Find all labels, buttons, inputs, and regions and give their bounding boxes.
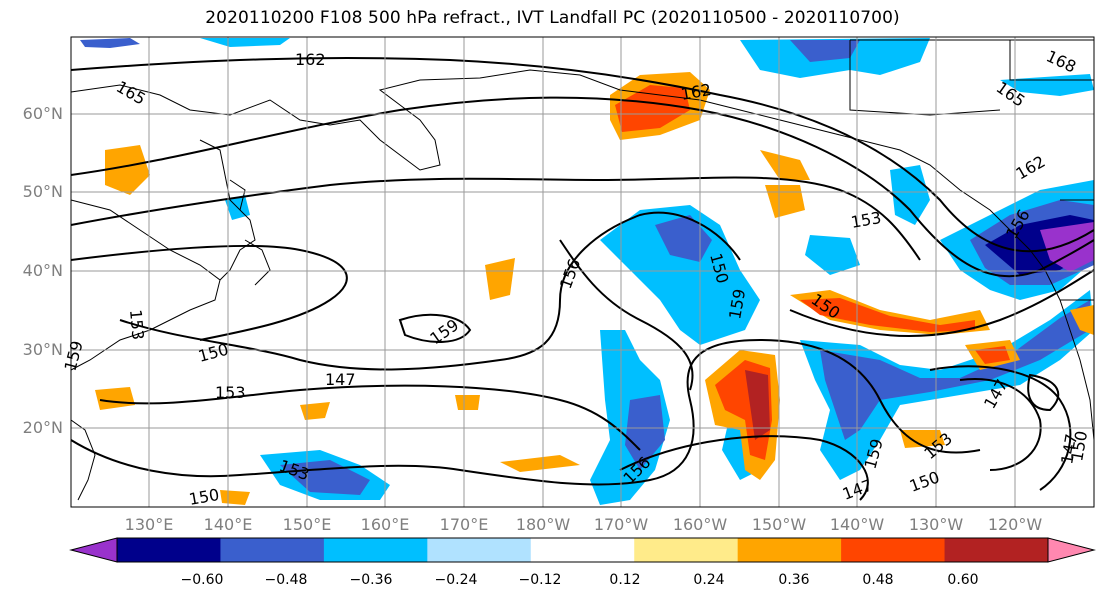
contour-label: 153 [215, 383, 246, 402]
lon-label: 140°W [829, 515, 885, 534]
colorbar-swatch [220, 538, 325, 562]
contour-label: 147 [325, 370, 356, 389]
coastlines [70, 39, 1095, 501]
lon-label: 130°E [124, 515, 174, 534]
colorbar-tick-label: 0.60 [947, 572, 979, 588]
colorbar-tick-label: −0.60 [180, 572, 224, 588]
lon-label: 150°E [282, 515, 332, 534]
colorbar-tick-label: −0.24 [434, 572, 478, 588]
lat-label: 60°N [22, 104, 63, 123]
lon-label: 120°W [987, 515, 1043, 534]
lon-label: 140°E [203, 515, 253, 534]
colorbar-swatch [841, 538, 946, 562]
lon-label: 160°E [360, 515, 410, 534]
colorbar-frame [116, 537, 1049, 563]
lat-label: 30°N [22, 340, 63, 359]
map-title: 2020110200 F108 500 hPa refract., IVT La… [205, 8, 900, 28]
lon-label: 150°W [751, 515, 807, 534]
colorbar-tick-label: 0.36 [778, 572, 810, 588]
colorbar-swatch [117, 538, 221, 562]
lat-label: 50°N [22, 182, 63, 201]
graticule [71, 37, 1094, 507]
colorbar-swatch [530, 538, 635, 562]
lon-label: 170°E [439, 515, 489, 534]
lon-label: 180°W [515, 515, 571, 534]
colorbar-tick-label: 0.24 [693, 572, 725, 588]
colorbar-tick-label: 0.48 [862, 572, 894, 588]
negative-anomaly-fill [80, 38, 1094, 505]
colorbar-tick-label: −0.36 [349, 572, 393, 588]
contour-label: 153 [126, 309, 148, 341]
colorbar-swatch [634, 538, 739, 562]
colorbar-extend-max [1047, 537, 1096, 563]
contour-label: 162 [295, 50, 326, 69]
lon-label: 160°W [672, 515, 728, 534]
colorbar-tick-label: −0.48 [264, 572, 308, 588]
colorbar [69, 537, 1096, 563]
colorbar-tick-label: −0.12 [518, 572, 562, 588]
lon-label: 130°W [908, 515, 964, 534]
lat-label: 40°N [22, 261, 63, 280]
colorbar-swatch [427, 538, 532, 562]
colorbar-swatch [944, 538, 1049, 562]
colorbar-extend-min [69, 537, 118, 563]
lat-label: 20°N [22, 418, 63, 437]
colorbar-swatch [323, 538, 428, 562]
lon-label: 170°W [593, 515, 649, 534]
colorbar-swatch [737, 538, 842, 562]
plot-area: 162 165 162 165 168 162 153 156 156 159 … [61, 36, 1095, 509]
colorbar-tick-label: 0.12 [609, 572, 641, 588]
